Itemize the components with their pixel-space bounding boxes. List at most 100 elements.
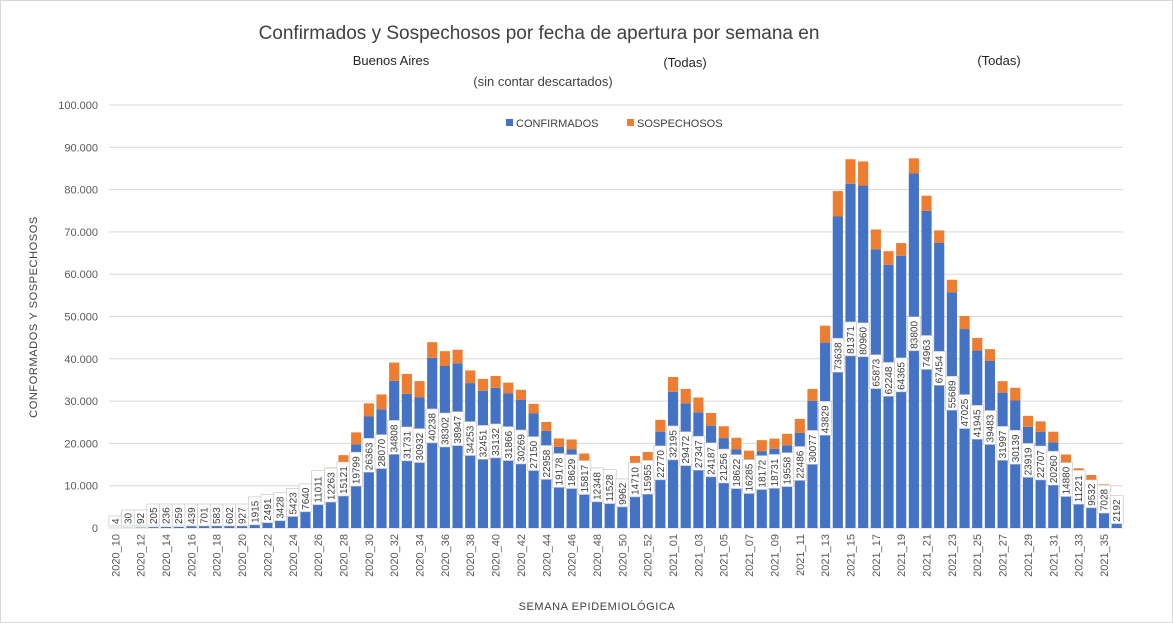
bar-sospechosos — [667, 377, 679, 392]
data-label-text: 55689 — [947, 380, 958, 408]
data-label: 11528 — [602, 469, 617, 504]
data-label-text: 12348 — [592, 472, 603, 500]
bar-sospechosos — [1035, 421, 1046, 432]
data-label-text: 73638 — [833, 342, 844, 370]
x-tick-label: 2021_19 — [896, 534, 908, 577]
bar-sospechosos — [680, 388, 691, 404]
bar-sospechosos — [832, 191, 843, 217]
data-label: 11011 — [311, 470, 325, 506]
bar-sospechosos — [477, 378, 488, 391]
data-label: 81371 — [843, 321, 858, 357]
data-label-text: 1915 — [250, 500, 261, 523]
data-label: 40238 — [425, 408, 440, 444]
data-label-text: 20260 — [1049, 455, 1060, 483]
data-label: 9962 — [615, 478, 630, 508]
data-label-text: 29472 — [681, 435, 692, 463]
x-tick-label: 2020_16 — [186, 534, 198, 577]
y-tick-label: 0 — [92, 523, 98, 535]
data-label: 31997 — [995, 426, 1010, 461]
data-label: 236 — [159, 503, 173, 527]
data-label: 18622 — [729, 454, 744, 489]
bar-sospechosos — [883, 251, 894, 265]
data-label: 22707 — [1033, 445, 1048, 481]
bar-sospechosos — [959, 315, 970, 330]
bar-sospechosos — [1022, 415, 1034, 427]
data-label: 439 — [184, 503, 199, 527]
data-label: 19799 — [349, 451, 363, 487]
data-label-text: 38947 — [453, 415, 464, 443]
bar-sospechosos — [921, 195, 932, 211]
x-tick-label: 2020_26 — [313, 534, 325, 577]
bar-sospechosos — [553, 438, 565, 447]
data-label-text: 701 — [200, 507, 211, 524]
data-label: 67454 — [932, 351, 947, 386]
data-label: 30269 — [514, 429, 528, 465]
data-label-text: 15955 — [643, 464, 654, 492]
data-label-text: 11221 — [1074, 475, 1085, 503]
data-label-box — [856, 322, 870, 358]
data-label: 27347 — [691, 435, 706, 471]
filter-value-2: (Todas) — [977, 53, 1020, 68]
data-label-text: 927 — [238, 507, 249, 524]
bar-sospechosos — [756, 440, 767, 452]
data-label-text: 38302 — [440, 417, 451, 445]
data-label-text: 2491 — [263, 498, 274, 521]
bar-sospechosos — [972, 337, 983, 351]
data-label: 2192 — [1109, 495, 1124, 525]
data-label-text: 30269 — [516, 434, 527, 462]
x-tick-label: 2020_20 — [237, 534, 249, 577]
data-label: 38302 — [438, 412, 452, 448]
y-tick-label: 70.000 — [64, 227, 98, 239]
data-label-text: 24187 — [707, 447, 718, 475]
bar-sospechosos — [820, 325, 831, 343]
data-label-text: 5423 — [288, 492, 299, 515]
bar-sospechosos — [782, 433, 793, 446]
bar-confirmados — [224, 525, 235, 528]
data-label-text: 34253 — [466, 425, 477, 453]
bar-sospechosos — [769, 438, 780, 449]
bar-sospechosos — [414, 381, 425, 398]
bar-sospechosos — [427, 342, 438, 358]
data-label-text: 80960 — [859, 327, 870, 355]
data-label-text: 14710 — [631, 467, 642, 495]
data-label: 701 — [197, 503, 211, 527]
data-label-text: 74963 — [922, 339, 933, 367]
bar-sospechosos — [541, 422, 552, 431]
bar-sospechosos — [870, 229, 881, 250]
bar-sospechosos — [845, 159, 856, 184]
data-label-text: 7028 — [1099, 488, 1110, 511]
data-label-text: 30077 — [808, 434, 819, 462]
data-label: 92 — [133, 509, 148, 527]
x-tick-label: 2020_46 — [567, 534, 579, 577]
x-tick-label: 2021_33 — [1074, 534, 1086, 577]
data-label-text: 67454 — [935, 355, 946, 383]
data-label: 30139 — [1008, 429, 1023, 465]
data-label-box — [932, 351, 947, 386]
data-label-text: 14880 — [1061, 466, 1072, 494]
bar-sospechosos — [1060, 454, 1072, 466]
y-tick-label: 60.000 — [64, 269, 98, 281]
y-tick-label: 20.000 — [64, 438, 98, 450]
data-label-text: 9532 — [1087, 483, 1098, 506]
data-label: 927 — [235, 503, 249, 527]
x-tick-label: 2020_48 — [592, 534, 604, 577]
data-label: 30932 — [412, 428, 427, 463]
x-tick-label: 2020_30 — [364, 534, 376, 577]
data-label-box — [894, 357, 908, 393]
data-label-text: 31731 — [402, 431, 413, 459]
data-label-text: 62248 — [884, 366, 895, 394]
x-tick-label: 2020_42 — [516, 534, 528, 577]
data-label: 259 — [171, 503, 186, 527]
data-label-text: 205 — [149, 507, 160, 524]
data-label: 28070 — [374, 434, 389, 469]
legend-label-confirmados: CONFIRMADOS — [516, 118, 599, 130]
data-label-text: 9962 — [618, 482, 629, 505]
bar-sospechosos — [490, 376, 501, 388]
x-tick-label: 2021_13 — [820, 534, 832, 577]
y-tick-label: 100.000 — [58, 100, 98, 112]
bar-sospechosos — [401, 373, 412, 394]
y-tick-label: 10.000 — [64, 481, 98, 493]
x-tick-label: 2021_07 — [744, 534, 756, 577]
data-label: 16285 — [742, 459, 756, 494]
